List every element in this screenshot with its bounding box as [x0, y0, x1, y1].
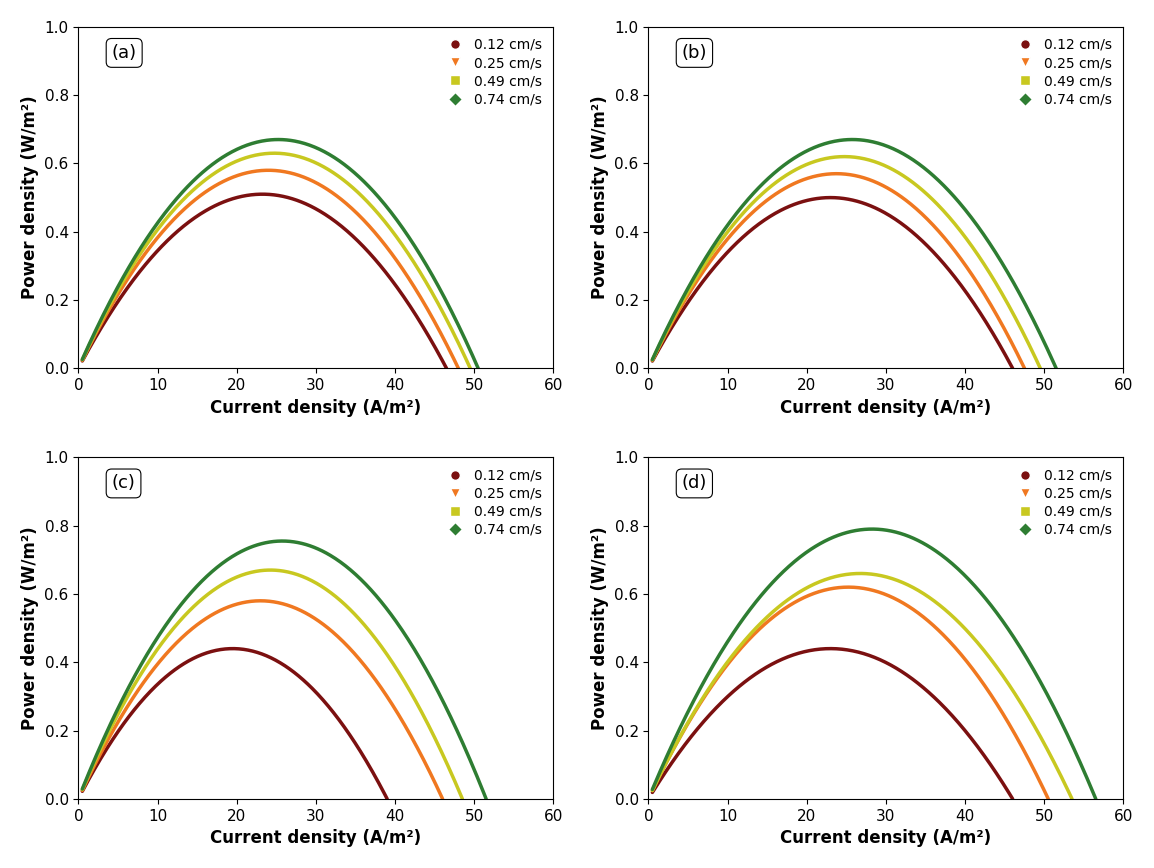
Y-axis label: Power density (W/m²): Power density (W/m²)	[21, 95, 39, 299]
X-axis label: Current density (A/m²): Current density (A/m²)	[780, 829, 991, 847]
Y-axis label: Power density (W/m²): Power density (W/m²)	[21, 526, 39, 730]
Text: (a): (a)	[112, 44, 136, 62]
X-axis label: Current density (A/m²): Current density (A/m²)	[780, 398, 991, 417]
Text: (b): (b)	[682, 44, 707, 62]
Text: (c): (c)	[112, 475, 135, 492]
Text: (d): (d)	[682, 475, 707, 492]
X-axis label: Current density (A/m²): Current density (A/m²)	[210, 398, 421, 417]
Legend: 0.12 cm/s, 0.25 cm/s, 0.49 cm/s, 0.74 cm/s: 0.12 cm/s, 0.25 cm/s, 0.49 cm/s, 0.74 cm…	[437, 34, 547, 110]
X-axis label: Current density (A/m²): Current density (A/m²)	[210, 829, 421, 847]
Legend: 0.12 cm/s, 0.25 cm/s, 0.49 cm/s, 0.74 cm/s: 0.12 cm/s, 0.25 cm/s, 0.49 cm/s, 0.74 cm…	[437, 464, 547, 541]
Y-axis label: Power density (W/m²): Power density (W/m²)	[591, 95, 609, 299]
Y-axis label: Power density (W/m²): Power density (W/m²)	[591, 526, 609, 730]
Legend: 0.12 cm/s, 0.25 cm/s, 0.49 cm/s, 0.74 cm/s: 0.12 cm/s, 0.25 cm/s, 0.49 cm/s, 0.74 cm…	[1007, 34, 1117, 110]
Legend: 0.12 cm/s, 0.25 cm/s, 0.49 cm/s, 0.74 cm/s: 0.12 cm/s, 0.25 cm/s, 0.49 cm/s, 0.74 cm…	[1007, 464, 1117, 541]
